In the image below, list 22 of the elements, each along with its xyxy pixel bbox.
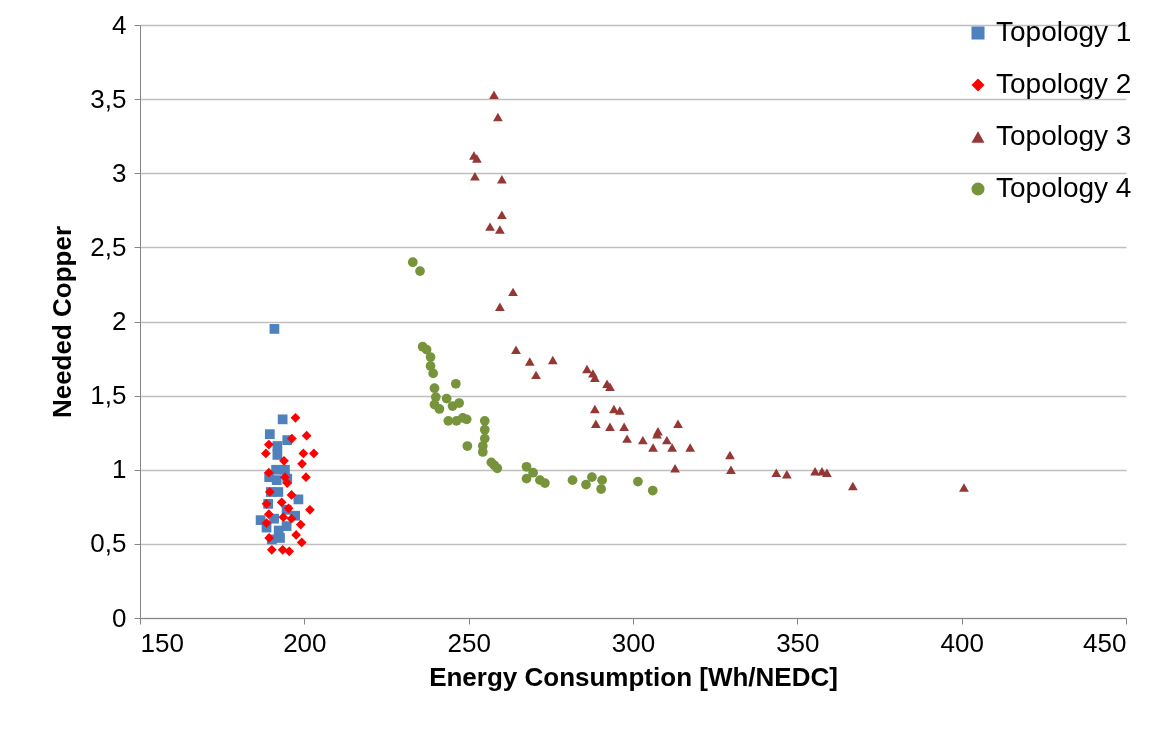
y-axis-title: Needed Copper	[47, 225, 78, 419]
y-tick-label: 2,5	[90, 231, 127, 262]
x-tick-label: 150	[140, 627, 184, 658]
y-tick-label: 0,5	[90, 528, 127, 559]
x-axis-title: Energy Consumption [Wh/NEDC]	[429, 661, 838, 692]
legend-label: Topology 4	[996, 172, 1132, 203]
y-tick-label: 1,5	[90, 380, 127, 411]
x-tick-label: 250	[447, 627, 491, 658]
x-tick-label: 400	[940, 627, 984, 658]
y-tick-label: 4	[112, 9, 127, 40]
x-tick-label: 450	[1083, 627, 1127, 658]
x-tick-label: 350	[776, 627, 820, 658]
y-tick-label: 0	[112, 602, 127, 633]
y-tick-label: 3,5	[90, 83, 127, 114]
legend-label: Topology 3	[996, 120, 1132, 151]
x-tick-label: 200	[283, 627, 327, 658]
y-tick-label: 3	[112, 157, 127, 188]
y-tick-label: 1	[112, 454, 127, 485]
y-tick-label: 2	[112, 306, 127, 336]
legend-label: Topology 2	[996, 68, 1132, 99]
x-tick-label: 300	[611, 627, 656, 658]
legend-label: Topology 1	[996, 16, 1132, 47]
